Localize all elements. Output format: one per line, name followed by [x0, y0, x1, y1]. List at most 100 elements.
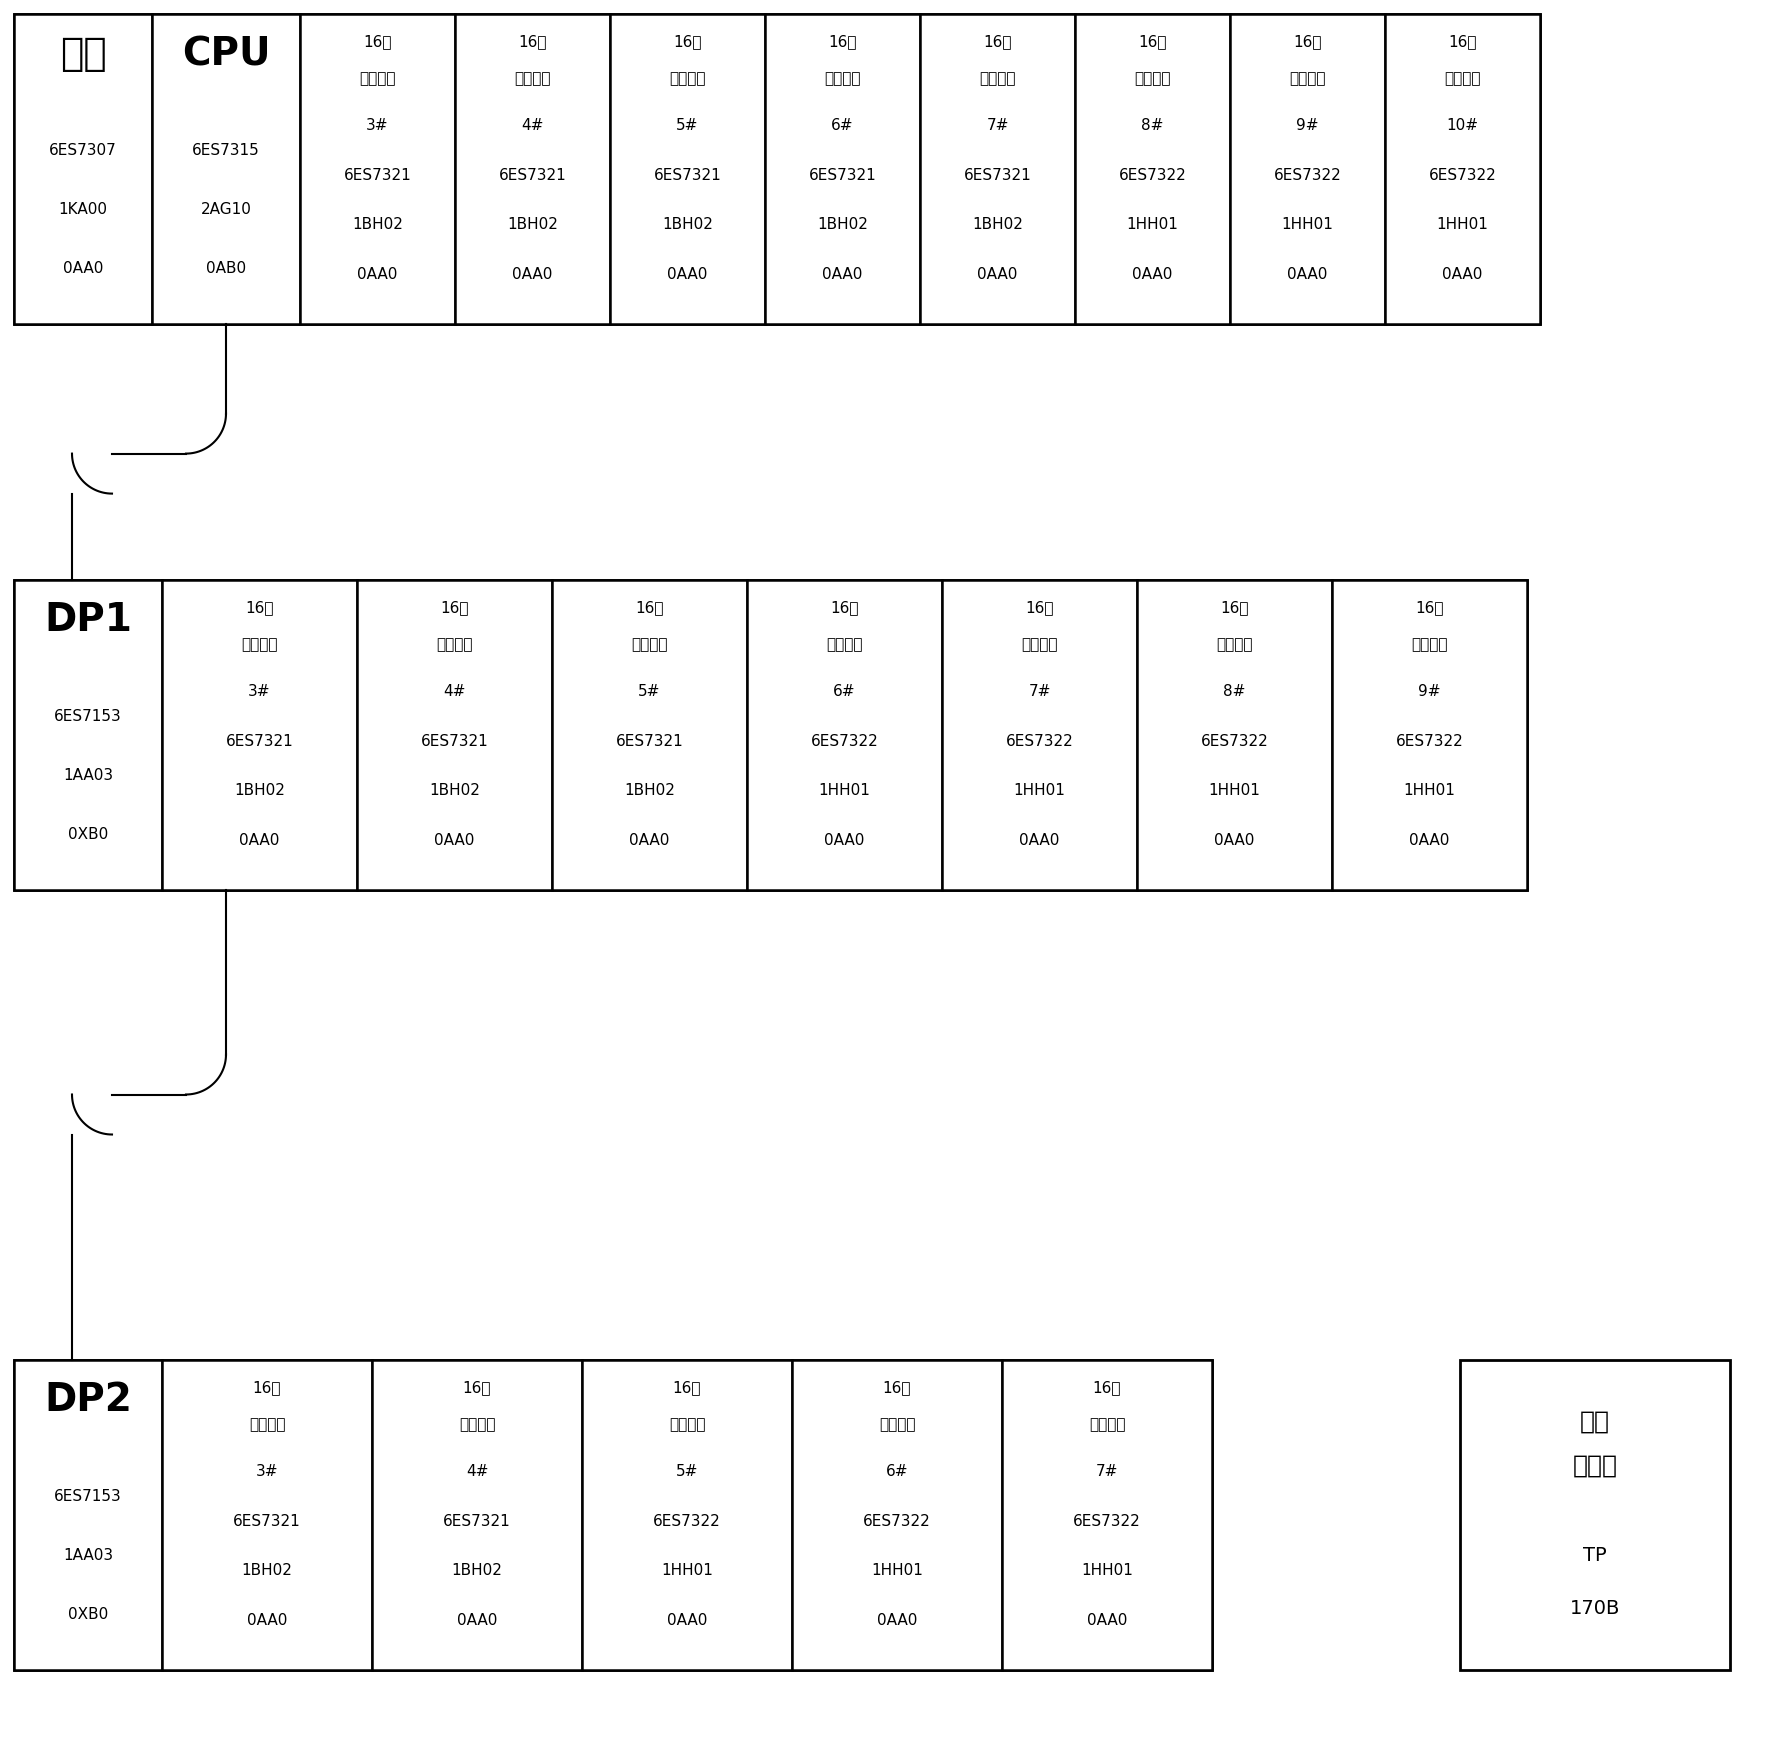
Text: 输入模块: 输入模块: [980, 71, 1016, 87]
Text: 电源: 电源: [59, 35, 105, 73]
Bar: [921, 14, 1075, 323]
Text: 0AA0: 0AA0: [876, 1612, 917, 1628]
Text: 输出模块: 输出模块: [669, 1417, 704, 1433]
Text: 0AA0: 0AA0: [456, 1612, 497, 1628]
Text: 6ES7322: 6ES7322: [1073, 1513, 1141, 1529]
Text: 6ES7322: 6ES7322: [1200, 734, 1268, 750]
Text: 4#: 4#: [443, 683, 465, 699]
Text: 6ES7321: 6ES7321: [964, 167, 1032, 183]
Text: 输出模块: 输出模块: [1089, 1417, 1125, 1433]
Text: 6#: 6#: [831, 118, 853, 134]
Text: 输入模块: 输入模块: [249, 1417, 286, 1433]
Bar: [747, 581, 942, 890]
Text: 输入模块: 输入模块: [460, 1417, 495, 1433]
Bar: [1230, 14, 1386, 323]
Text: 0AA0: 0AA0: [1214, 833, 1255, 849]
Text: 6ES7322: 6ES7322: [1429, 167, 1497, 183]
Bar: [1386, 14, 1539, 323]
Text: 16点: 16点: [983, 35, 1012, 49]
Text: 0XB0: 0XB0: [68, 1607, 107, 1622]
Text: 3#: 3#: [256, 1464, 279, 1480]
Bar: [14, 1360, 163, 1669]
Text: 输出模块: 输出模块: [1216, 638, 1253, 652]
Bar: [1075, 14, 1230, 323]
Text: 4#: 4#: [467, 1464, 488, 1480]
Text: 1HH01: 1HH01: [1014, 783, 1066, 798]
Text: 1HH01: 1HH01: [819, 783, 871, 798]
Text: 0AA0: 0AA0: [513, 266, 552, 282]
Text: 1AA03: 1AA03: [63, 769, 113, 783]
Text: 16点: 16点: [883, 1381, 912, 1395]
Text: 6ES7307: 6ES7307: [48, 143, 116, 158]
Text: 16点: 16点: [1092, 1381, 1121, 1395]
Text: 6ES7322: 6ES7322: [1119, 167, 1187, 183]
Text: DP1: DP1: [45, 602, 132, 640]
Text: 6ES7322: 6ES7322: [810, 734, 878, 750]
Text: 0AA0: 0AA0: [63, 261, 104, 277]
Bar: [14, 581, 1527, 890]
Text: 6ES7153: 6ES7153: [54, 1489, 122, 1504]
Text: 输入模块: 输入模块: [359, 71, 395, 87]
Bar: [792, 1360, 1001, 1669]
Text: 1HH01: 1HH01: [1282, 217, 1334, 233]
Bar: [163, 581, 358, 890]
Text: 16点: 16点: [519, 35, 547, 49]
Text: 0AA0: 0AA0: [1132, 266, 1173, 282]
Text: 16点: 16点: [1448, 35, 1477, 49]
Text: 显示屏: 显示屏: [1572, 1454, 1618, 1478]
Text: 3#: 3#: [367, 118, 388, 134]
Text: 16点: 16点: [635, 600, 663, 616]
Text: 1BH02: 1BH02: [429, 783, 479, 798]
Text: 7#: 7#: [1096, 1464, 1118, 1480]
Text: 16点: 16点: [672, 1381, 701, 1395]
Text: 2AG10: 2AG10: [200, 202, 252, 217]
Text: 1HH01: 1HH01: [1404, 783, 1455, 798]
Text: 1HH01: 1HH01: [1126, 217, 1178, 233]
Text: 0AA0: 0AA0: [629, 833, 670, 849]
Text: 6ES7322: 6ES7322: [864, 1513, 932, 1529]
Text: 16点: 16点: [1025, 600, 1053, 616]
Text: 6ES7321: 6ES7321: [232, 1513, 300, 1529]
Text: 8#: 8#: [1141, 118, 1164, 134]
Bar: [610, 14, 765, 323]
Text: 1BH02: 1BH02: [624, 783, 674, 798]
Text: 6ES7153: 6ES7153: [54, 710, 122, 723]
Text: 6ES7322: 6ES7322: [1273, 167, 1341, 183]
Text: 16点: 16点: [1219, 600, 1248, 616]
Text: 7#: 7#: [987, 118, 1008, 134]
Text: 0AB0: 0AB0: [206, 261, 247, 277]
Text: 16点: 16点: [252, 1381, 281, 1395]
Text: 输出模块: 输出模块: [1021, 638, 1058, 652]
Bar: [300, 14, 454, 323]
Text: 6ES7322: 6ES7322: [1396, 734, 1463, 750]
Text: 6ES7321: 6ES7321: [420, 734, 488, 750]
Text: 6ES7321: 6ES7321: [615, 734, 683, 750]
Text: 输出模块: 输出模块: [826, 638, 864, 652]
Text: 16点: 16点: [674, 35, 701, 49]
Text: 16点: 16点: [440, 600, 468, 616]
Text: 10#: 10#: [1446, 118, 1479, 134]
Text: 16点: 16点: [828, 35, 856, 49]
Text: CPU: CPU: [182, 35, 270, 73]
Text: 输出模块: 输出模块: [1134, 71, 1171, 87]
Text: 1BH02: 1BH02: [508, 217, 558, 233]
Text: 1HH01: 1HH01: [662, 1563, 713, 1579]
Text: 1BH02: 1BH02: [817, 217, 867, 233]
Text: 0AA0: 0AA0: [1287, 266, 1328, 282]
Bar: [372, 1360, 583, 1669]
Text: 1BH02: 1BH02: [352, 217, 402, 233]
Bar: [358, 581, 552, 890]
Text: 16点: 16点: [830, 600, 858, 616]
Text: 输出模块: 输出模块: [1289, 71, 1325, 87]
Text: 输出模块: 输出模块: [1411, 638, 1448, 652]
Text: 6ES7321: 6ES7321: [443, 1513, 511, 1529]
Text: 0AA0: 0AA0: [822, 266, 862, 282]
Bar: [1332, 581, 1527, 890]
Text: 1BH02: 1BH02: [241, 1563, 293, 1579]
Text: 6ES7321: 6ES7321: [654, 167, 721, 183]
Text: 6ES7322: 6ES7322: [1005, 734, 1073, 750]
Text: 输入模块: 输入模块: [436, 638, 472, 652]
Text: 1HH01: 1HH01: [1082, 1563, 1134, 1579]
Text: 0AA0: 0AA0: [1443, 266, 1482, 282]
Text: 6ES7321: 6ES7321: [225, 734, 293, 750]
